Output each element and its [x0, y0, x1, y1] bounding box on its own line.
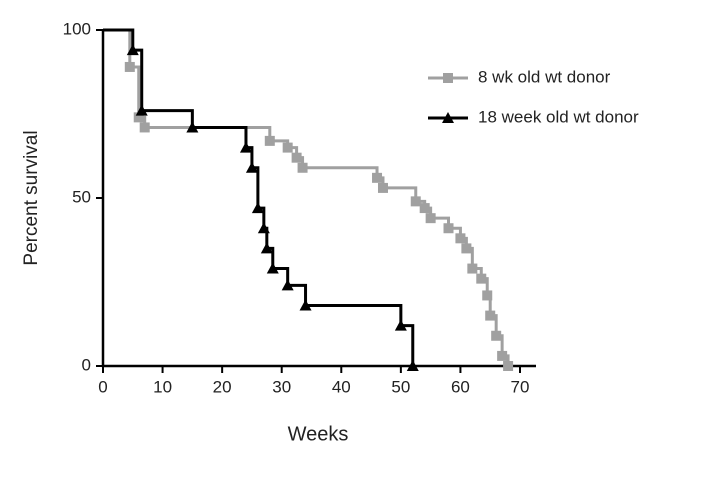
marker	[476, 273, 487, 284]
marker	[282, 142, 293, 153]
x-tick-label: 30	[272, 377, 291, 396]
marker	[299, 299, 312, 311]
marker	[442, 112, 454, 123]
legend-label: 18 week old wt donor	[478, 107, 639, 126]
marker	[406, 360, 419, 371]
marker	[443, 223, 454, 234]
x-tick-label: 70	[511, 377, 530, 396]
marker	[482, 290, 493, 301]
x-tick-label: 10	[153, 377, 172, 396]
marker	[455, 233, 466, 244]
marker	[257, 222, 270, 234]
marker	[372, 172, 383, 183]
y-axis-label: Percent survival	[21, 130, 42, 265]
marker	[394, 319, 407, 331]
marker	[239, 141, 252, 153]
marker	[491, 330, 502, 341]
marker	[281, 279, 294, 291]
x-tick-label: 40	[332, 377, 351, 396]
marker	[377, 182, 388, 193]
marker	[419, 203, 430, 214]
marker	[410, 196, 421, 207]
x-tick-label: 50	[391, 377, 410, 396]
axis-line	[101, 30, 536, 368]
x-tick-label: 20	[213, 377, 232, 396]
marker	[485, 310, 496, 321]
marker	[503, 361, 514, 371]
marker	[245, 161, 258, 173]
x-tick-label: 60	[451, 377, 470, 396]
marker	[291, 152, 302, 163]
x-tick-label: 0	[98, 377, 107, 396]
marker	[443, 73, 453, 83]
marker	[264, 135, 275, 146]
survival-line	[103, 28, 415, 366]
marker	[186, 121, 199, 133]
marker	[467, 263, 478, 274]
y-tick-label: 50	[72, 187, 91, 206]
marker	[251, 202, 264, 214]
marker	[266, 262, 279, 274]
legend-label: 8 wk old wt donor	[478, 67, 611, 86]
marker	[133, 112, 144, 123]
marker	[124, 61, 135, 72]
y-tick-label: 100	[63, 19, 91, 38]
x-axis-label: Weeks	[288, 423, 349, 445]
marker	[497, 350, 508, 361]
marker	[126, 44, 139, 56]
marker	[135, 104, 148, 116]
marker	[425, 213, 436, 224]
marker	[260, 242, 273, 254]
marker	[461, 243, 472, 254]
y-tick-label: 0	[82, 355, 91, 374]
marker	[297, 162, 308, 173]
marker	[139, 122, 150, 133]
